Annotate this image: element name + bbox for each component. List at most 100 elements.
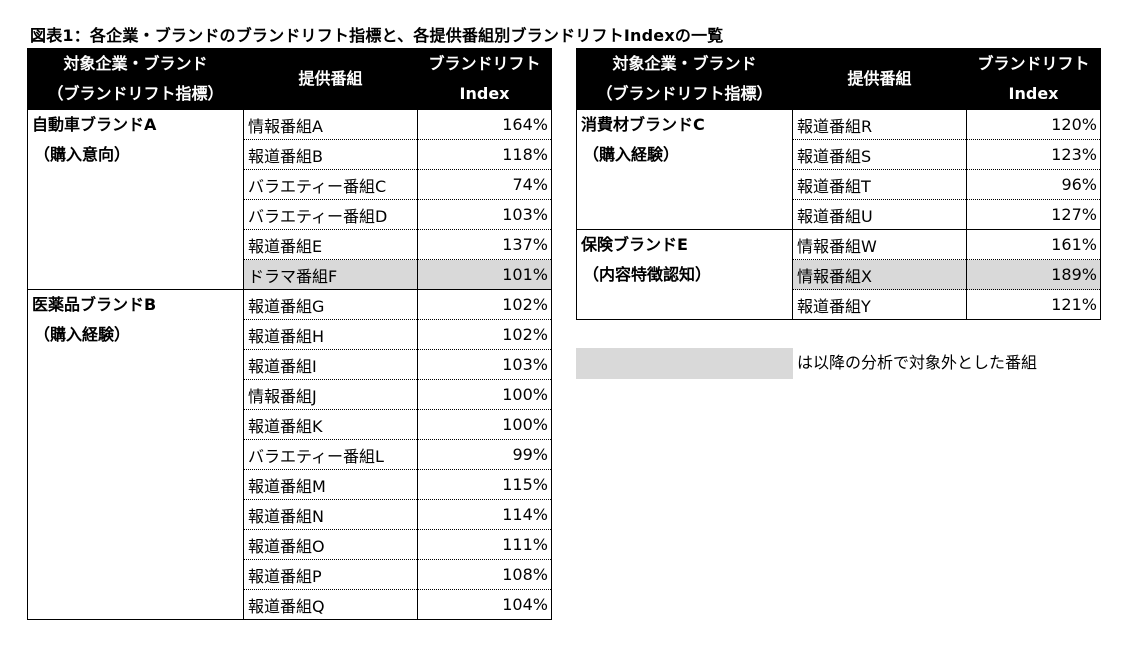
table-row: 報道番組B 118%	[28, 139, 552, 170]
right-table-body: 消費材ブランドC （購入経験） 報道番組R 120% 報道番組S 123% 報道番組T 96%…	[576, 109, 1101, 320]
table-row: 保険ブランドE （内容特徴認知） 情報番組W 161%	[576, 229, 1101, 320]
brand-metric: （内容特徴認知）	[583, 265, 712, 284]
program-cell: 情報番組W	[792, 229, 967, 260]
program-cell: 報道番組N	[243, 499, 418, 530]
excluded-legend-text: は以降の分析で対象外とした番組	[797, 353, 1038, 372]
program-cell: バラエティー番組D	[243, 199, 418, 230]
index-cell: 189%	[966, 259, 1101, 290]
program-cell: バラエティー番組L	[243, 439, 418, 470]
table-row: 報道番組Q 104%	[28, 589, 552, 620]
program-cell: 報道番組B	[243, 139, 418, 170]
index-cell: 120%	[966, 109, 1101, 140]
index-cell: 115%	[417, 469, 552, 500]
program-cell: 報道番組H	[243, 319, 418, 350]
brand-name: 医薬品ブランドB	[32, 295, 157, 314]
index-cell: 123%	[966, 139, 1101, 170]
index-cell: 102%	[417, 319, 552, 350]
left-table-body: 自動車ブランドA （購入意向） 情報番組A 164% 報道番組B 118% バラエティー番組…	[27, 109, 552, 620]
program-cell: 報道番組S	[792, 139, 967, 170]
table-header-row: 対象企業・ブランド （ブランドリフト指標） 提供番組 ブランドリフト Index	[27, 48, 552, 110]
header-brand-line1: 対象企業・ブランド	[612, 54, 757, 73]
table-row: 自動車ブランドA （購入意向） 情報番組A 164%	[27, 109, 552, 290]
header-index-line2: Index	[1008, 84, 1059, 103]
header-brand-line2: （ブランドリフト指標）	[596, 84, 773, 103]
program-cell: ドラマ番組F	[243, 259, 418, 290]
table-row: 報道番組I 103%	[28, 349, 552, 380]
index-cell: 104%	[417, 589, 552, 620]
header-program: 提供番組	[243, 48, 418, 110]
index-cell: 118%	[417, 139, 552, 170]
table-row: 報道番組P 108%	[28, 559, 552, 590]
index-cell: 99%	[417, 439, 552, 470]
table-row: バラエティー番組C 74%	[28, 169, 552, 200]
table-row: 報道番組M 115%	[28, 469, 552, 500]
table-row: 報道番組N 114%	[28, 499, 552, 530]
table-row: 報道番組O 111%	[28, 529, 552, 560]
header-brand: 対象企業・ブランド （ブランドリフト指標）	[27, 48, 244, 110]
table-row: ドラマ番組F 101%	[28, 259, 552, 290]
header-index: ブランドリフト Index	[966, 48, 1101, 110]
table-row: 消費材ブランドC （購入経験） 報道番組R 120%	[576, 109, 1101, 230]
figure-title: 図表1：各企業・ブランドのブランドリフト指標と、各提供番組別ブランドリフトInd…	[30, 26, 724, 45]
brand-cell: 消費材ブランドC （購入経験）	[576, 109, 793, 230]
index-cell: 100%	[417, 379, 552, 410]
index-cell: 164%	[417, 109, 552, 140]
table-row: バラエティー番組L 99%	[28, 439, 552, 470]
header-brand-line2: （ブランドリフト指標）	[47, 84, 224, 103]
table-row: 医薬品ブランドB （購入経験） 報道番組G 102%	[27, 289, 552, 620]
program-cell: 報道番組U	[792, 199, 967, 230]
program-cell: 報道番組E	[243, 229, 418, 260]
index-cell: 100%	[417, 409, 552, 440]
brand-metric: （購入意向）	[34, 145, 131, 164]
table-row: バラエティー番組D 103%	[28, 199, 552, 230]
brand-lift-table-right: 対象企業・ブランド （ブランドリフト指標） 提供番組 ブランドリフト Index…	[576, 48, 1101, 320]
program-cell: 報道番組Y	[792, 289, 967, 320]
index-cell: 114%	[417, 499, 552, 530]
index-cell: 102%	[417, 289, 552, 320]
index-cell: 103%	[417, 349, 552, 380]
table-header-row: 対象企業・ブランド （ブランドリフト指標） 提供番組 ブランドリフト Index	[576, 48, 1101, 110]
index-cell: 127%	[966, 199, 1101, 230]
index-cell: 111%	[417, 529, 552, 560]
brand-cell: 保険ブランドE （内容特徴認知）	[576, 229, 793, 320]
program-cell: 報道番組Q	[243, 589, 418, 620]
header-brand: 対象企業・ブランド （ブランドリフト指標）	[576, 48, 793, 110]
index-cell: 96%	[966, 169, 1101, 200]
program-cell: 情報番組X	[792, 259, 967, 290]
header-brand-line1: 対象企業・ブランド	[63, 54, 208, 73]
program-cell: 報道番組P	[243, 559, 418, 590]
brand-metric: （購入経験）	[34, 325, 131, 344]
index-cell: 121%	[966, 289, 1101, 320]
header-index-line1: ブランドリフト	[428, 54, 541, 73]
header-index-line2: Index	[459, 84, 510, 103]
program-cell: バラエティー番組C	[243, 169, 418, 200]
brand-name: 消費材ブランドC	[581, 115, 705, 134]
program-cell: 情報番組J	[243, 379, 418, 410]
index-cell: 161%	[966, 229, 1101, 260]
brand-cell: 医薬品ブランドB （購入経験）	[27, 289, 244, 620]
table-row: 報道番組E 137%	[28, 229, 552, 260]
program-cell: 報道番組O	[243, 529, 418, 560]
header-index: ブランドリフト Index	[417, 48, 552, 110]
index-cell: 103%	[417, 199, 552, 230]
index-cell: 108%	[417, 559, 552, 590]
table-row: 報道番組Y 121%	[577, 289, 1101, 320]
index-cell: 101%	[417, 259, 552, 290]
program-cell: 報道番組G	[243, 289, 418, 320]
brand-metric: （購入経験）	[583, 145, 680, 164]
table-row: 報道番組H 102%	[28, 319, 552, 350]
program-cell: 報道番組R	[792, 109, 967, 140]
table-row: 情報番組J 100%	[28, 379, 552, 410]
brand-lift-table-left: 対象企業・ブランド （ブランドリフト指標） 提供番組 ブランドリフト Index…	[27, 48, 552, 620]
header-program: 提供番組	[792, 48, 967, 110]
excluded-legend-swatch	[576, 348, 793, 379]
index-cell: 74%	[417, 169, 552, 200]
index-cell: 137%	[417, 229, 552, 260]
program-cell: 報道番組I	[243, 349, 418, 380]
brand-name: 保険ブランドE	[581, 235, 688, 254]
program-cell: 報道番組K	[243, 409, 418, 440]
brand-cell: 自動車ブランドA （購入意向）	[27, 109, 244, 290]
header-index-line1: ブランドリフト	[977, 54, 1090, 73]
program-cell: 報道番組T	[792, 169, 967, 200]
program-cell: 報道番組M	[243, 469, 418, 500]
